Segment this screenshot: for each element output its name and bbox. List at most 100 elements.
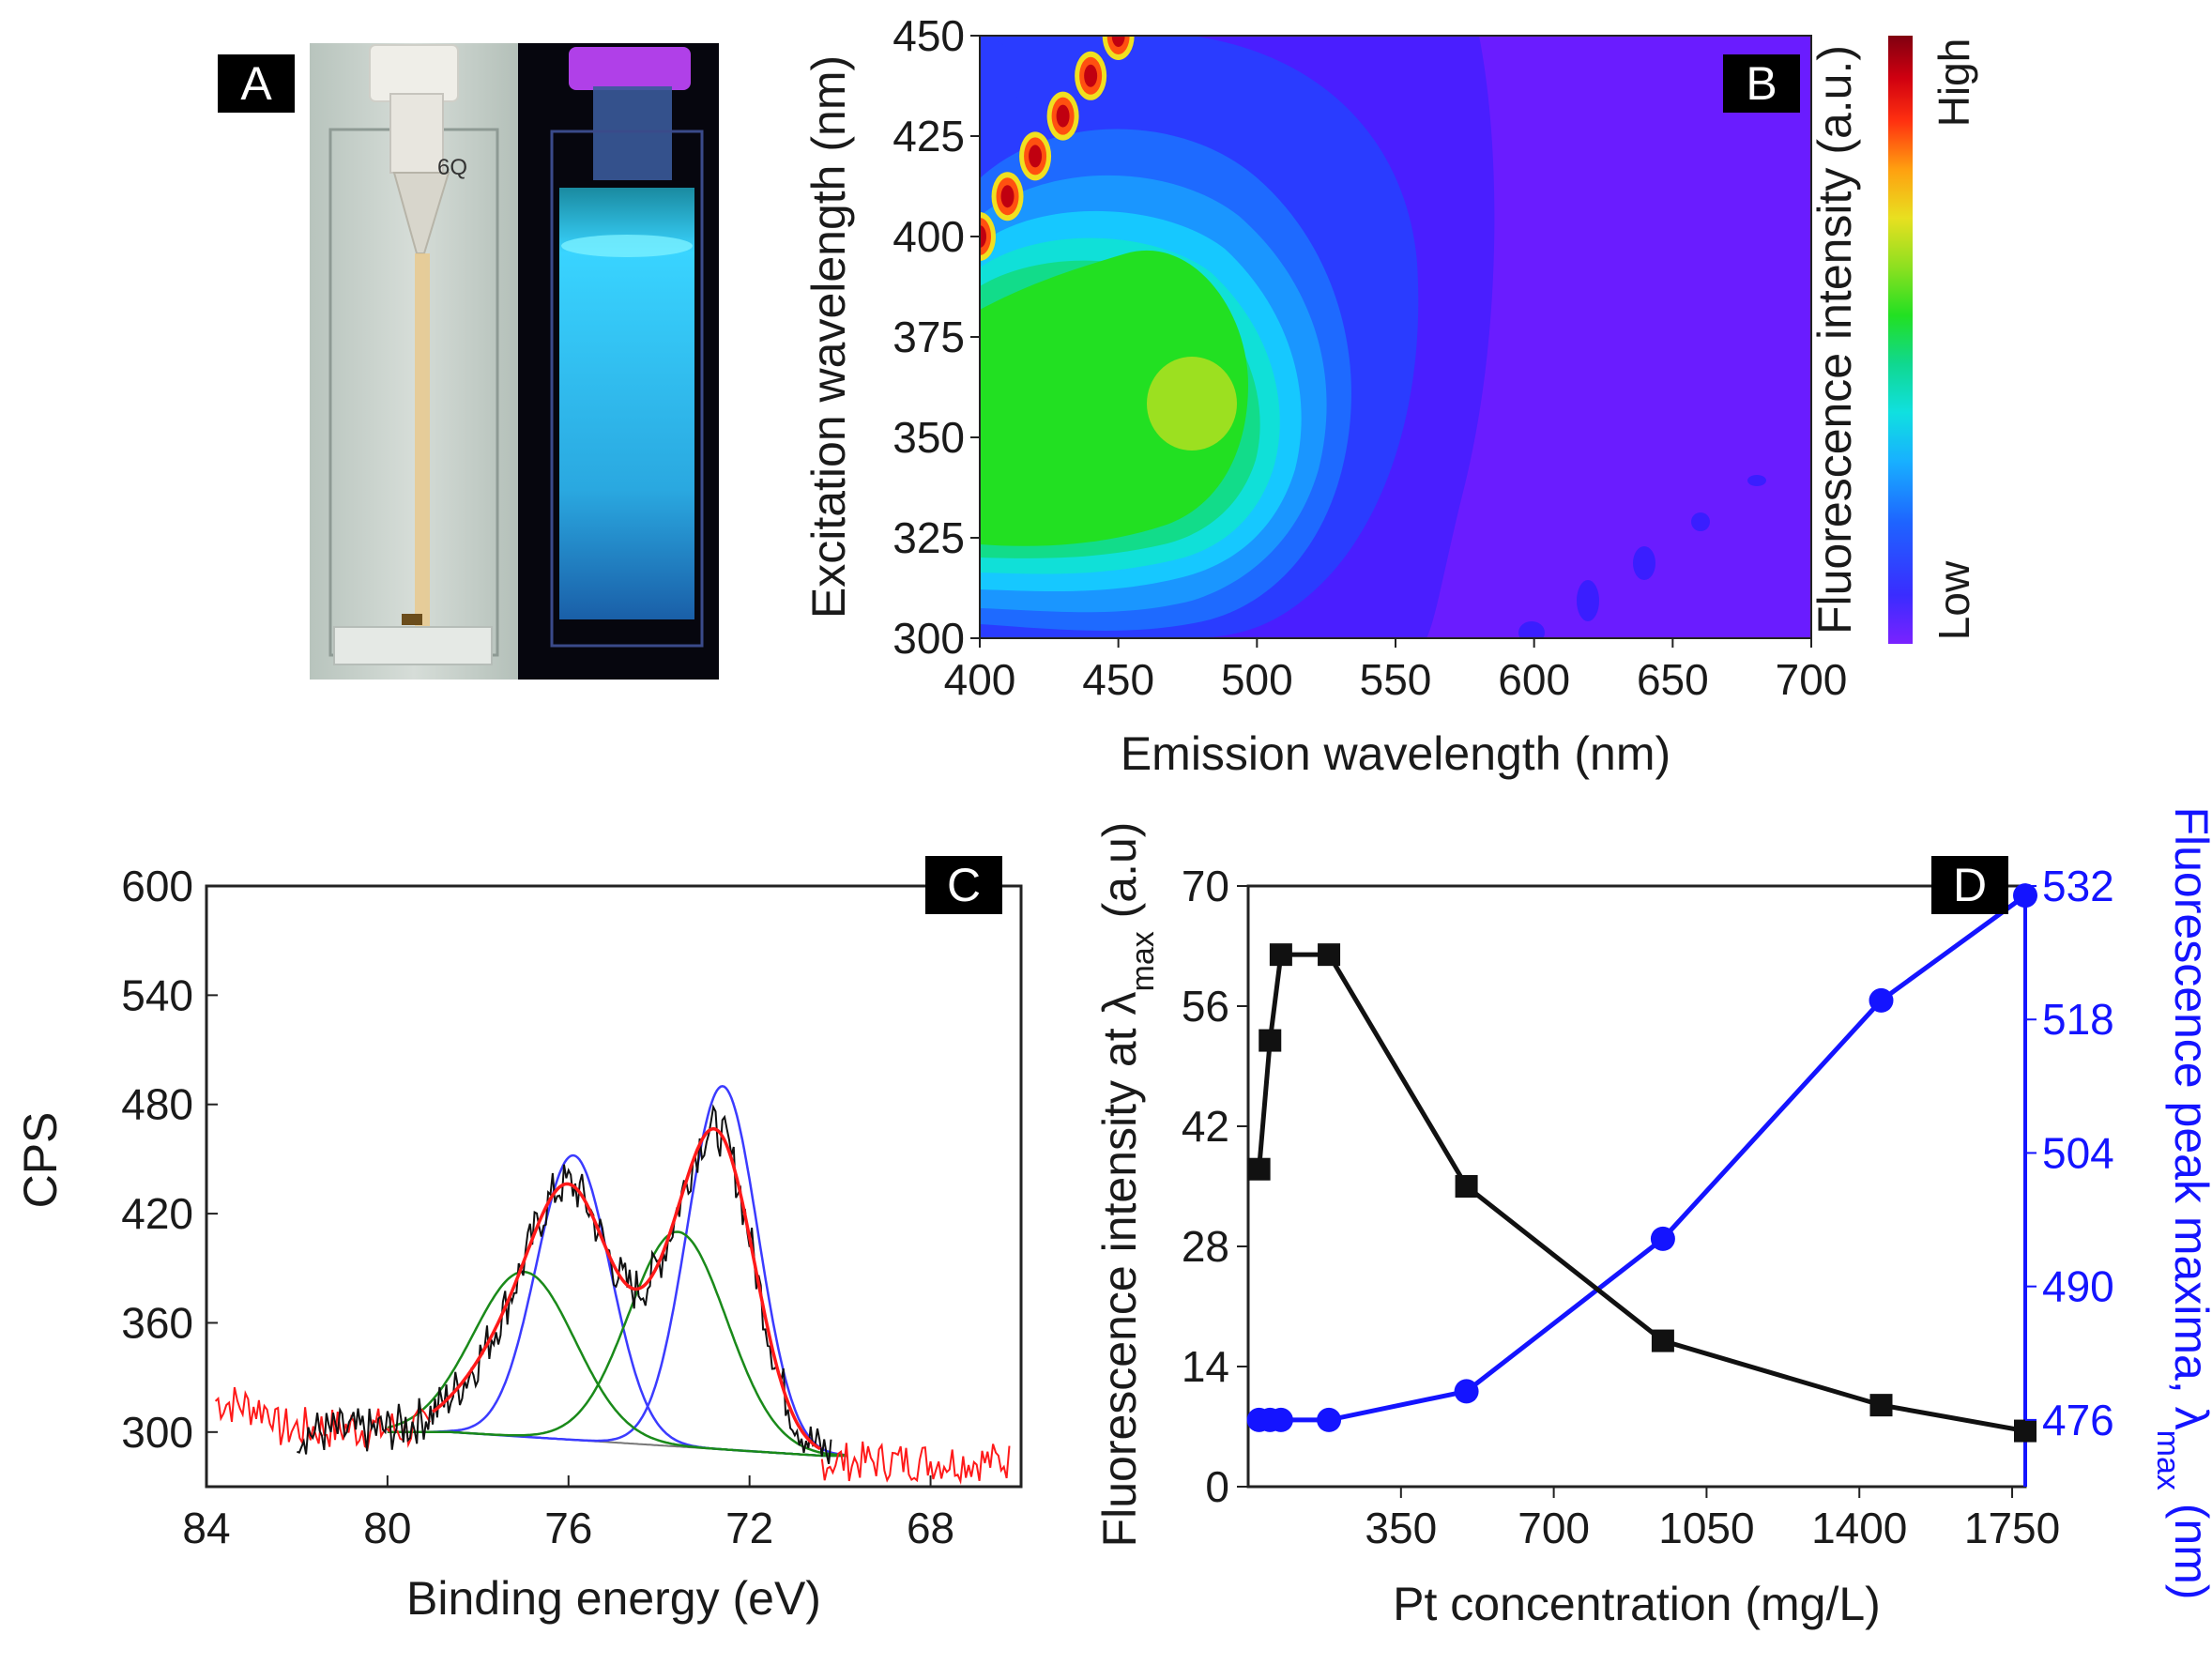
y2-tick-label: 490 xyxy=(2042,1262,2114,1311)
contour-peak xyxy=(1147,357,1237,451)
panel-c: 84 80 76 72 68 300 360 420 480 540 600 Binding en… xyxy=(14,856,1023,1625)
scatter-dot xyxy=(1111,36,1125,47)
intensity-line xyxy=(1257,952,2026,1434)
cuvette-sediment xyxy=(402,614,422,625)
peak-maximum-point xyxy=(1317,1407,1342,1432)
panel-c-frame xyxy=(205,884,1023,1489)
intensity-point xyxy=(1651,1329,1674,1352)
peak-maximum-point xyxy=(2013,883,2037,909)
xps-curves xyxy=(214,1085,1011,1486)
intensity-point xyxy=(1259,1029,1282,1052)
panel-d-y2-axis-label: Fluorescence peak maxima, λmax (nm) xyxy=(2150,806,2212,1599)
panel-d-letter: D xyxy=(1953,859,1987,911)
x-tick-label: 500 xyxy=(1221,655,1293,704)
x-tick-label: 650 xyxy=(1637,655,1709,704)
scatter-spot-600 xyxy=(1518,621,1545,638)
x-tick-label: 1750 xyxy=(1964,1504,2060,1552)
panel-d-label-box xyxy=(1931,856,2008,914)
panel-d-frame xyxy=(1246,884,2027,1489)
fit-right-tail xyxy=(820,1441,1011,1486)
uv-cuvette-stopper xyxy=(593,86,672,180)
panel-c-y-ticks: 300 360 420 480 540 600 xyxy=(121,862,218,1457)
y-tick-label: 420 xyxy=(121,1189,193,1238)
x-tick-label: 84 xyxy=(182,1504,230,1552)
xps-plot-area xyxy=(214,1085,1011,1486)
colorbar-label: Fluorescence intensity (a.u.) xyxy=(1808,45,1861,634)
intensity-point xyxy=(1869,1394,1893,1417)
y-tick-label: 400 xyxy=(892,212,965,261)
scatter-spot-640 xyxy=(1633,546,1655,580)
oxide-component-peak xyxy=(387,1270,847,1458)
panel-c-y-axis-label: CPS xyxy=(14,1112,67,1209)
contour-level-8 xyxy=(980,250,1248,546)
scatter-spot-680 xyxy=(1747,475,1766,486)
y-tick-label: 350 xyxy=(892,413,965,462)
x-tick-label: 450 xyxy=(1082,655,1154,704)
x-tick-label: 72 xyxy=(725,1504,773,1552)
x-tick-label: 350 xyxy=(1365,1504,1437,1552)
intensity-point xyxy=(1455,1175,1478,1198)
y2-tick-label: 504 xyxy=(2042,1128,2114,1177)
panel-b-y-axis-label: Excitation wavelength (nm) xyxy=(802,55,855,619)
colorbar xyxy=(1888,36,1913,644)
raw-xps-data xyxy=(297,1104,832,1465)
panel-d-y-ticks: 0 14 28 42 56 70 xyxy=(1182,862,1248,1511)
scatter-spot-660 xyxy=(1691,512,1710,531)
panel-d: 350 700 1050 1400 1750 0 14 28 42 56 70 476 490 504… xyxy=(1093,806,2212,1630)
y2-tick-label: 532 xyxy=(2042,862,2114,910)
y-tick-label: 480 xyxy=(121,1080,193,1129)
x-tick-label: 80 xyxy=(363,1504,411,1552)
envelope-fit xyxy=(432,1126,821,1451)
y-tick-label: 600 xyxy=(121,862,193,910)
y-tick-label: 300 xyxy=(121,1408,193,1457)
y-tick-label: 325 xyxy=(892,513,965,562)
peak-maximum-point xyxy=(1454,1379,1479,1404)
y2-tick-label: 476 xyxy=(2042,1396,2114,1444)
panel-c-label-box xyxy=(925,856,1002,914)
scatter-dot xyxy=(1084,64,1098,87)
scatter-dot xyxy=(1056,104,1070,128)
uv-cuvette-frame xyxy=(550,130,704,648)
uv-cuvette-cap xyxy=(569,47,691,90)
y-tick-label: 70 xyxy=(1182,862,1229,910)
panel-b-letter: B xyxy=(1746,57,1777,110)
panel-d-series xyxy=(1246,883,2037,1443)
oxide-component-peak xyxy=(387,1230,847,1457)
y-tick-label: 56 xyxy=(1182,982,1229,1031)
y2-tick-label: 518 xyxy=(2042,995,2114,1044)
panel-a-letter: A xyxy=(240,57,272,110)
y-tick-label: 300 xyxy=(892,614,965,663)
panel-c-x-ticks: 84 80 76 72 68 xyxy=(182,1475,954,1552)
x-tick-label: 700 xyxy=(1776,655,1848,704)
scatter-dot xyxy=(1000,185,1014,208)
panel-d-y-axis-label: Fluorescence intensity at λmax (a.u) xyxy=(1093,822,1161,1548)
x-tick-label: 600 xyxy=(1498,655,1570,704)
y-tick-label: 375 xyxy=(892,313,965,361)
cuvette-stopper xyxy=(389,93,444,174)
rayleigh-scatter-band xyxy=(980,36,1135,261)
panel-a: 6Q A xyxy=(218,43,719,680)
colorbar-high-label: High xyxy=(1930,38,1978,128)
x-tick-label: 400 xyxy=(944,655,1016,704)
peak-maximum-point xyxy=(1869,987,1894,1013)
intensity-point xyxy=(1269,943,1292,967)
panel-c-letter: C xyxy=(947,859,981,911)
y-tick-label: 360 xyxy=(121,1298,193,1347)
x-tick-label: 68 xyxy=(907,1504,954,1552)
peak-maximum-line xyxy=(1259,894,2027,1423)
cuvette-label-6q: 6Q xyxy=(437,155,467,180)
cuvette-base xyxy=(333,626,493,665)
panel-a-label-box xyxy=(218,54,295,113)
intensity-point xyxy=(2014,1419,2037,1443)
scatter-spot-620 xyxy=(1577,580,1599,621)
intensity-point xyxy=(1247,1157,1271,1181)
y-tick-label: 425 xyxy=(892,112,965,160)
y-tick-label: 14 xyxy=(1182,1342,1229,1391)
panel-c-x-axis-label: Binding energy (eV) xyxy=(406,1572,821,1625)
panel-b-y-ticks: 300 325 350 375 400 425 450 xyxy=(892,11,980,663)
x-tick-label: 550 xyxy=(1360,655,1432,704)
contour-map xyxy=(980,36,1811,638)
panel-d-x-ticks: 350 700 1050 1400 1750 xyxy=(1365,1487,2060,1552)
y-tick-label: 28 xyxy=(1182,1222,1229,1271)
